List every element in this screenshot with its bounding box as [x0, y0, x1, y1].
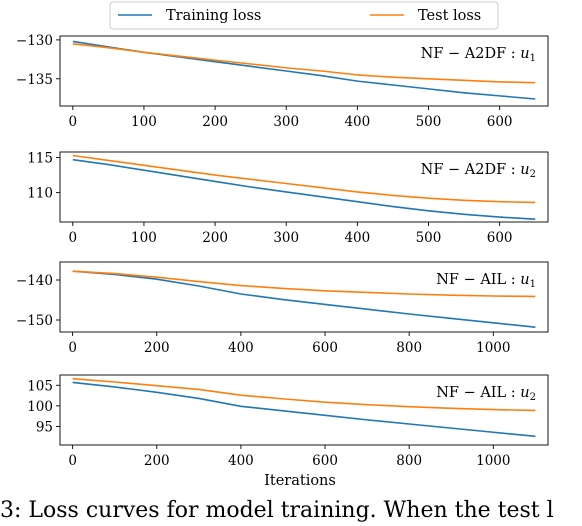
panel-annotation: NF − A2DF : u1	[421, 46, 536, 64]
legend: Training loss Test loss	[109, 1, 499, 30]
x-tick-label: 200	[144, 453, 170, 469]
y-tick-label: −140	[16, 273, 53, 289]
panel-1: 0 100 200 300 400 500 600 −130 −135 NF − A2DF : u…	[16, 33, 549, 130]
x-tick-label: 200	[202, 114, 228, 130]
figure-caption: 3: Loss curves for model training. When …	[0, 498, 554, 523]
x-tick-label: 400	[344, 230, 370, 246]
panel-annotation: NF − AIL : u1	[436, 272, 536, 290]
series-line-test	[72, 154, 536, 204]
panel-4: 0 200 400 600 800 1000 95 100 105 NF − AIL : u2 It…	[27, 374, 549, 489]
x-tick-label: 800	[396, 453, 422, 469]
series-line-training	[72, 381, 536, 438]
x-tick-label: 200	[144, 340, 170, 356]
x-tick-label: 100	[131, 230, 157, 246]
x-tick-label: 500	[416, 230, 442, 246]
x-tick-label: 500	[416, 114, 442, 130]
series-line-training	[72, 270, 536, 328]
legend-label-training: Training loss	[166, 8, 261, 24]
x-tick-label: 800	[396, 340, 422, 356]
x-tick-label: 300	[273, 230, 299, 246]
x-tick-label: 1000	[476, 340, 510, 356]
y-tick-label: 110	[27, 186, 53, 202]
x-tick-label: 100	[131, 114, 157, 130]
panel-annotation: NF − A2DF : u2	[421, 162, 536, 180]
series-line-test	[72, 377, 536, 412]
x-axis-label: Iterations	[264, 473, 336, 489]
axes-frame	[59, 261, 549, 333]
x-tick-label: 1000	[476, 453, 510, 469]
x-tick-label: 0	[69, 230, 78, 246]
panel-3: 0 200 400 600 800 1000 −140 −150 NF − AIL : u1	[16, 261, 549, 356]
x-tick-label: 200	[202, 230, 228, 246]
axes-frame	[59, 35, 549, 107]
y-tick-label: 95	[36, 419, 53, 435]
x-tick-label: 600	[312, 453, 338, 469]
axes-frame	[59, 374, 549, 446]
x-tick-label: 400	[344, 114, 370, 130]
legend-label-test: Test loss	[418, 8, 481, 24]
x-tick-label: 0	[68, 340, 77, 356]
panel-annotation: NF − AIL : u2	[436, 385, 536, 403]
y-tick-label: 115	[27, 151, 53, 167]
loss-curves-figure: Training loss Test loss 0 100 200 300 400 500…	[16, 1, 549, 489]
x-tick-label: 300	[273, 114, 299, 130]
panel-2: 0 100 200 300 400 500 600 110 115 NF − A2DF : u2	[27, 151, 549, 246]
x-tick-label: 0	[68, 453, 77, 469]
x-tick-label: 400	[228, 340, 254, 356]
x-tick-label: 600	[487, 230, 513, 246]
y-tick-label: −135	[16, 72, 53, 88]
axes-frame	[59, 151, 549, 223]
y-tick-label: −150	[16, 313, 53, 329]
x-tick-label: 600	[312, 340, 338, 356]
series-line-training	[72, 158, 536, 220]
x-tick-label: 400	[228, 453, 254, 469]
y-tick-label: −130	[16, 33, 53, 49]
y-tick-label: 105	[27, 378, 53, 394]
x-tick-label: 600	[487, 114, 513, 130]
x-tick-label: 0	[69, 114, 78, 130]
series-line-test	[72, 42, 536, 84]
y-tick-label: 100	[27, 399, 53, 415]
series-line-test	[72, 270, 536, 298]
legend-frame	[109, 1, 499, 30]
